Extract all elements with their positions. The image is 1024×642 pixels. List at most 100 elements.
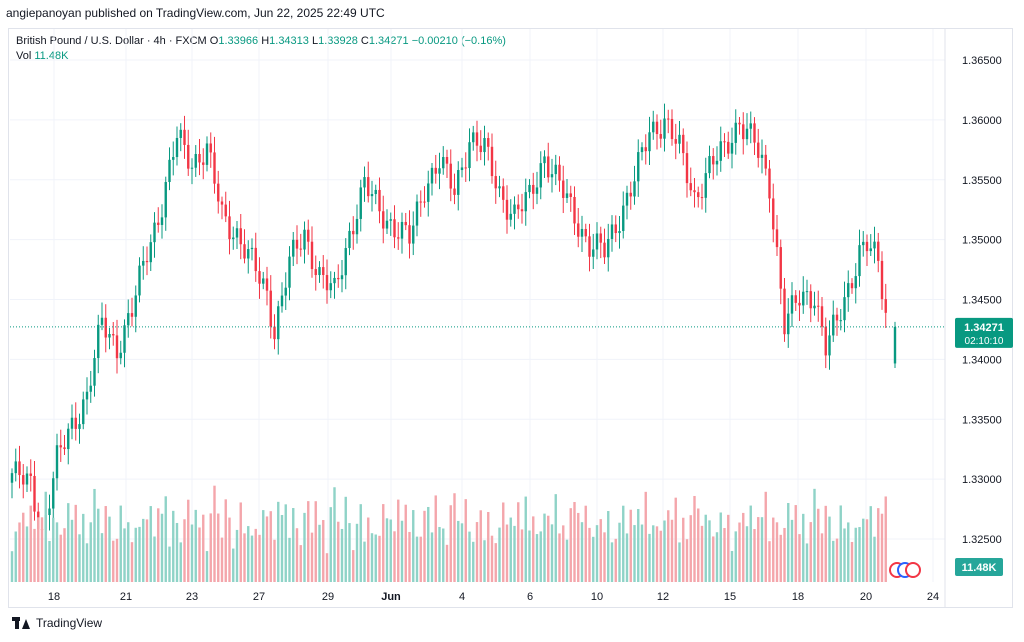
volume-bar — [389, 519, 392, 582]
close-label: C — [360, 35, 369, 47]
volume-bar — [67, 503, 70, 582]
volume-bar — [48, 540, 51, 582]
candle-body — [573, 196, 576, 224]
volume-bar — [119, 505, 122, 582]
volume-bar — [854, 527, 857, 582]
volume-bar — [779, 534, 782, 582]
volume-bar — [217, 513, 220, 582]
volume-bar — [374, 534, 377, 582]
volume-bar — [190, 524, 194, 582]
x-tick-label: 6 — [527, 591, 533, 603]
volume-bar — [318, 524, 321, 582]
volume-bar — [505, 524, 509, 582]
volume-bar — [682, 517, 685, 582]
candle-body — [817, 305, 820, 307]
candle-body — [288, 256, 291, 288]
candle-body — [217, 183, 220, 202]
candle-body — [213, 152, 216, 184]
candle-body — [307, 229, 310, 242]
volume-bar — [175, 522, 179, 582]
volume-bar — [348, 523, 351, 582]
last-price-badge — [955, 317, 1013, 348]
high-value: 1.34313 — [269, 35, 309, 47]
volume-bar — [472, 541, 475, 582]
volume-bar — [277, 501, 280, 582]
candle-body — [633, 181, 636, 197]
candle-body — [794, 295, 797, 303]
volume-bar — [63, 528, 66, 582]
candle-body — [453, 188, 456, 195]
volume-bar — [82, 513, 85, 582]
x-tick-label: 4 — [459, 591, 465, 603]
candle-body — [457, 170, 460, 195]
candle-body — [74, 417, 77, 429]
candle-body — [198, 154, 201, 163]
x-tick-label: 23 — [186, 591, 198, 603]
volume-bar — [745, 526, 749, 582]
candle-body — [10, 473, 14, 483]
volume-bar — [753, 529, 756, 582]
candle-body — [543, 156, 546, 164]
y-tick-label: 1.36500 — [962, 55, 1002, 67]
volume-bar — [738, 522, 741, 582]
candle-body — [235, 228, 239, 238]
y-tick-label: 1.33000 — [962, 474, 1002, 486]
candle-body — [813, 305, 816, 309]
volume-bar — [382, 504, 385, 582]
volume-bar — [453, 493, 456, 582]
candle-body — [494, 176, 497, 189]
candle-body — [299, 248, 302, 250]
candle-body — [637, 152, 640, 182]
x-tick-label: 27 — [253, 591, 265, 603]
volume-bar — [858, 527, 861, 582]
candle-body — [599, 233, 602, 243]
candle-body — [847, 283, 850, 298]
candle-body — [498, 186, 501, 189]
candle-body — [337, 277, 340, 280]
symbol-title[interactable]: British Pound / U.S. Dollar · 4h · FXCM — [16, 35, 207, 47]
candle-body — [595, 233, 599, 250]
candle-body — [779, 247, 782, 289]
volume-badge — [955, 558, 1003, 576]
candle-body — [18, 461, 21, 476]
candle-body — [824, 326, 827, 356]
volume-bar — [340, 528, 344, 582]
candle-body — [835, 314, 839, 321]
volume-badge-label: 11.48K — [962, 562, 997, 574]
volume-bar — [562, 525, 565, 582]
volume-bar — [483, 540, 486, 582]
x-tick-label: 18 — [792, 591, 804, 603]
candle-body — [183, 129, 186, 145]
volume-bar — [438, 526, 441, 582]
volume-bar — [160, 513, 164, 582]
candle-body — [209, 143, 212, 153]
candle-body — [843, 297, 846, 321]
candle-body — [112, 334, 115, 336]
volume-bar — [415, 536, 419, 582]
volume-bar — [325, 553, 329, 582]
footer: TradingView — [12, 616, 102, 630]
volume-bar — [33, 528, 36, 582]
volume-bar — [85, 543, 89, 582]
volume-bar — [633, 525, 636, 582]
tradingview-logo-icon[interactable] — [12, 617, 30, 629]
volume-bar — [805, 543, 809, 582]
candle-body — [532, 184, 535, 194]
brand-name[interactable]: TradingView — [36, 616, 103, 630]
candle-body — [487, 138, 490, 147]
candle-body — [697, 192, 700, 198]
volume-bar — [149, 506, 152, 582]
candle-body — [348, 230, 351, 249]
candle-body — [483, 138, 486, 153]
x-tick-label: 20 — [860, 591, 872, 603]
volume-bar — [412, 510, 415, 582]
candle-body — [363, 177, 366, 188]
volume-bar — [618, 522, 621, 582]
volume-bar — [539, 531, 542, 582]
candle-body — [775, 229, 779, 248]
volume-bar — [303, 512, 306, 582]
candle-body — [389, 219, 392, 221]
volume-bar — [850, 541, 854, 582]
candle-body — [753, 123, 756, 143]
